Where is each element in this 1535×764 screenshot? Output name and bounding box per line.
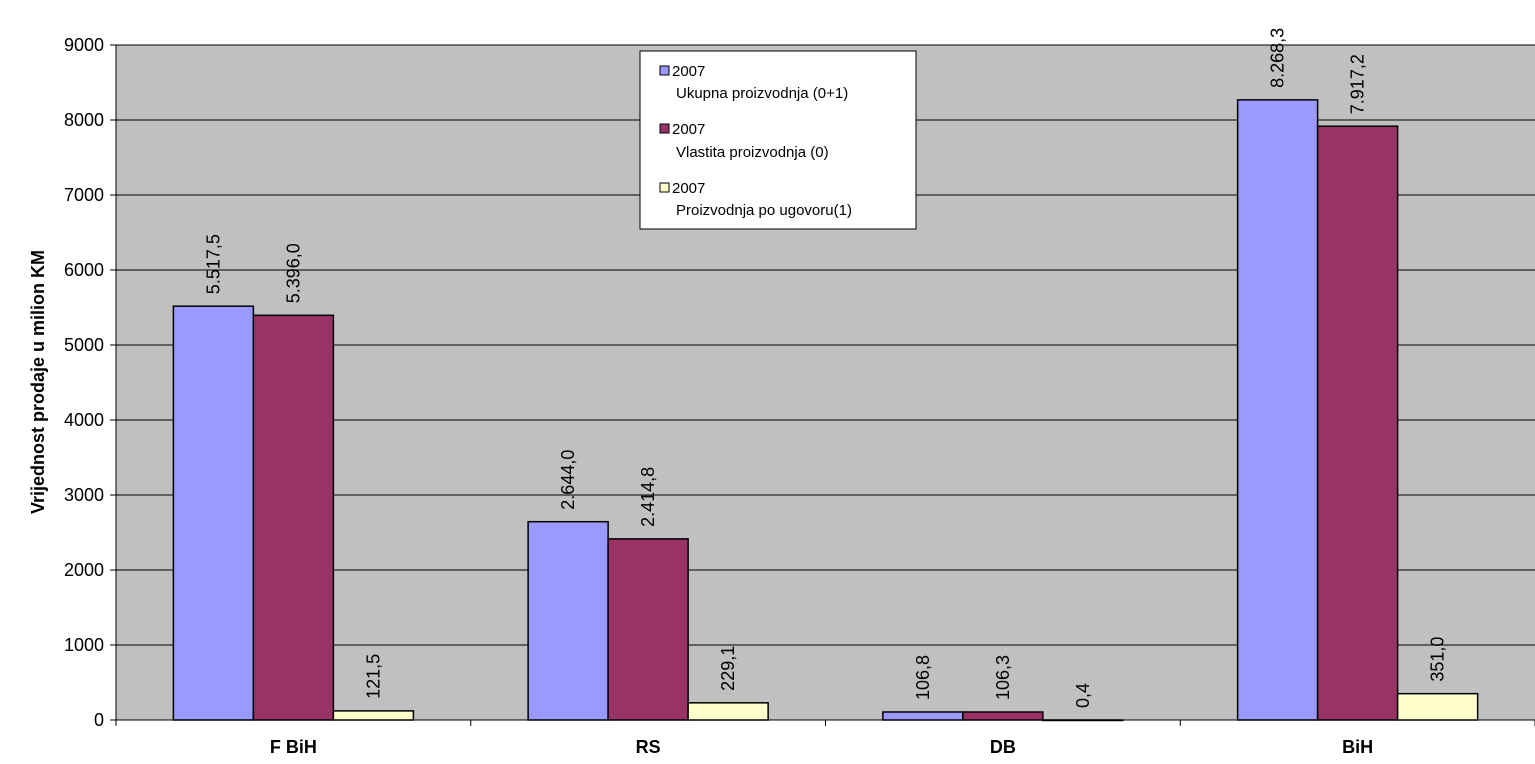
y-axis: 0 1000 2000 3000 4000 5000 6000 7000 8000 9000 xyxy=(64,35,117,730)
y-tick-label: 0 xyxy=(94,710,104,730)
y-axis-title: Vrijednost prodaje u milion KM xyxy=(28,250,48,514)
bar xyxy=(687,702,769,721)
data-label: 351,0 xyxy=(1428,637,1448,682)
y-tick-label: 8000 xyxy=(64,110,104,130)
legend-swatch xyxy=(659,65,670,76)
bar xyxy=(1316,125,1399,721)
x-tick-label: RS xyxy=(636,737,661,757)
legend-swatch xyxy=(659,123,670,134)
bar xyxy=(607,538,689,721)
bar xyxy=(172,305,255,721)
legend-label-line2: Ukupna proizvodnja (0+1) xyxy=(676,85,848,102)
y-tick-label: 9000 xyxy=(64,35,104,55)
y-tick-label: 6000 xyxy=(64,260,104,280)
legend-label-line2: Proizvodnja po ugovoru(1) xyxy=(676,202,852,219)
legend-item: 2007 Vlastita proizvodnja (0) xyxy=(659,121,829,161)
data-label: 121,5 xyxy=(363,654,383,699)
data-label: 5.517,5 xyxy=(203,234,223,294)
bar xyxy=(882,711,964,721)
legend-label-line1: 2007 xyxy=(672,63,705,80)
x-tick-label: BiH xyxy=(1342,737,1373,757)
bar xyxy=(252,314,335,721)
legend-item: 2007 Ukupna proizvodnja (0+1) xyxy=(659,63,848,102)
x-tick-label: F BiH xyxy=(270,737,317,757)
bar xyxy=(962,711,1044,721)
data-label: 106,8 xyxy=(913,655,933,700)
data-labels: 5.517,5 5.396,0 121,5 2.644,0 2.414,8 229,1 10… xyxy=(203,28,1447,708)
bar xyxy=(1396,692,1479,721)
data-label: 106,3 xyxy=(993,655,1013,700)
data-label: 2.644,0 xyxy=(558,450,578,510)
data-label: 229,1 xyxy=(718,646,738,691)
legend-label-line2: Vlastita proizvodnja (0) xyxy=(676,144,829,161)
y-tick-label: 4000 xyxy=(64,410,104,430)
y-tick-label: 1000 xyxy=(64,635,104,655)
legend-box xyxy=(639,50,917,230)
data-label: 7.917,2 xyxy=(1348,54,1368,114)
data-label: 2.414,8 xyxy=(638,467,658,527)
y-tick-label: 7000 xyxy=(64,185,104,205)
legend-label-line1: 2007 xyxy=(672,180,705,197)
bar xyxy=(332,710,415,721)
x-axis: F BiH RS DB BiH xyxy=(115,719,1535,757)
legend-swatch xyxy=(659,182,670,193)
y-tick-label: 5000 xyxy=(64,335,104,355)
x-tick-label: DB xyxy=(990,737,1016,757)
y-tick-label: 2000 xyxy=(64,560,104,580)
bar xyxy=(1042,719,1124,722)
legend: 2007 Ukupna proizvodnja (0+1) 2007 Vlast… xyxy=(639,50,917,230)
data-label: 8.268,3 xyxy=(1268,28,1288,88)
bars xyxy=(172,99,1479,722)
bar xyxy=(1236,99,1319,721)
y-tick-label: 3000 xyxy=(64,485,104,505)
data-label: 0,4 xyxy=(1073,683,1093,708)
legend-item: 2007 Proizvodnja po ugovoru(1) xyxy=(659,180,852,219)
data-label: 5.396,0 xyxy=(283,243,303,303)
bar xyxy=(527,520,609,721)
legend-label-line1: 2007 xyxy=(672,121,705,138)
